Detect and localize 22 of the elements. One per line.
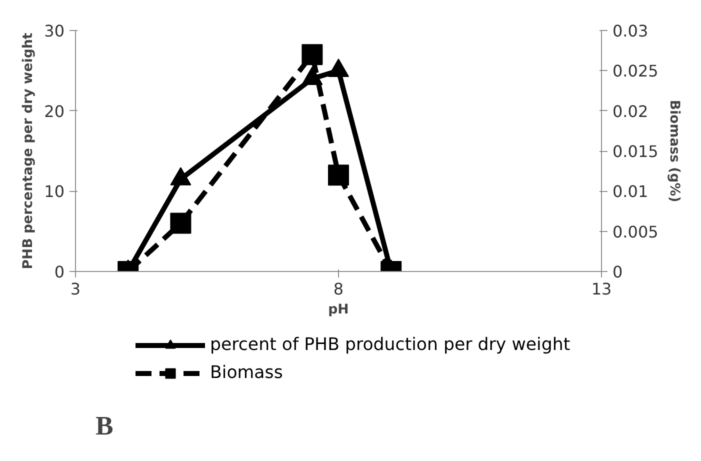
x-tick-label: 8 [333, 280, 344, 298]
y2-tick-label: 0.02 [612, 102, 648, 121]
legend-label: percent of PHB production per dry weight [210, 334, 572, 357]
y2-axis-title: Biomass (g%) [666, 100, 682, 202]
y-tick-label: 10 [44, 182, 64, 202]
y-tick-label: 30 [44, 22, 64, 40]
text: B [96, 410, 114, 440]
point [328, 58, 349, 77]
y2-tick-label: 0.015 [612, 142, 658, 161]
y2-tick-label: 0.01 [612, 182, 648, 202]
y2-tick-label: 0.025 [612, 62, 658, 81]
y-tick-label: 0 [54, 262, 65, 282]
y-tick-label: 20 [44, 102, 64, 121]
y-axis-title: PHB percentage per dry weight [21, 32, 36, 270]
x-tick-label: 3 [70, 280, 81, 298]
x-axis-title: pH [328, 302, 349, 318]
x-tick-label: 13 [591, 280, 612, 298]
y2-tick-label: 0 [612, 262, 623, 282]
y2-tick-label: 0.03 [612, 22, 648, 40]
legend-label: Biomass [210, 362, 284, 385]
point [170, 167, 192, 186]
y2-tick-label: 0.005 [612, 222, 658, 242]
